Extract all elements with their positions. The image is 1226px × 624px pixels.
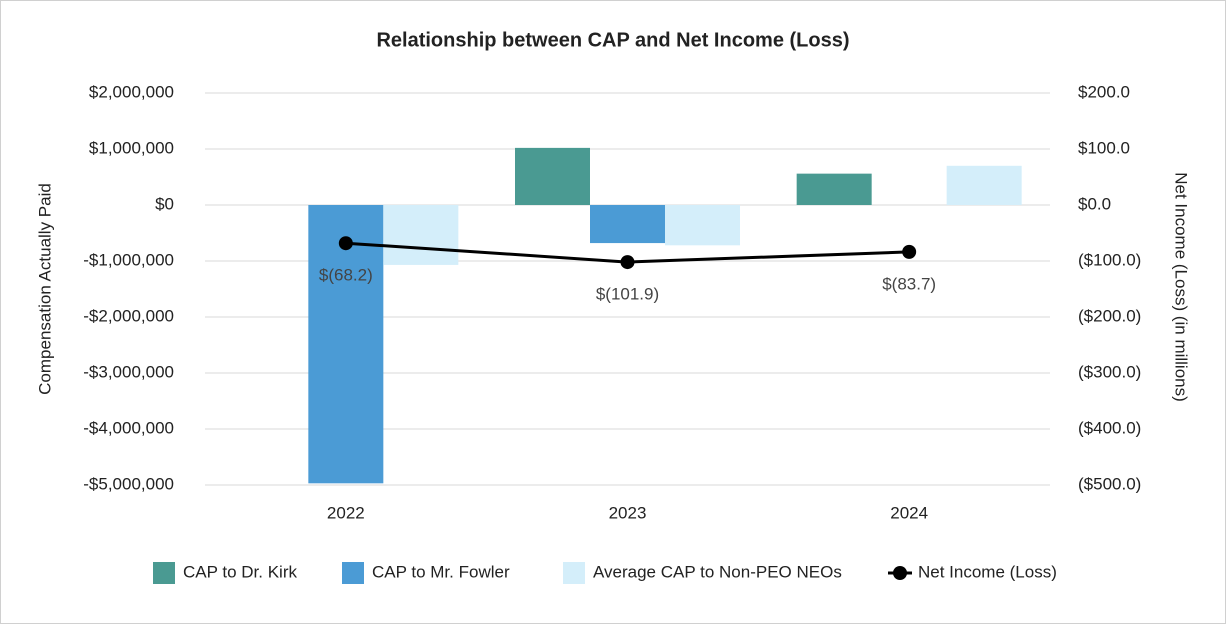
y-tick-label: $2,000,000 (89, 82, 174, 101)
data-label: $(83.7) (882, 274, 936, 293)
y2-tick-label: $200.0 (1078, 82, 1130, 101)
y-tick-label: $0 (155, 194, 174, 213)
data-label: $(101.9) (596, 285, 659, 304)
bar (383, 205, 459, 265)
y2-tick-label: ($300.0) (1078, 362, 1141, 381)
y-tick-label: $1,000,000 (89, 138, 174, 157)
y-axis-title: Compensation Actually Paid (35, 183, 54, 395)
bar (590, 205, 665, 244)
legend-label: CAP to Mr. Fowler (372, 562, 510, 581)
legend-label: CAP to Dr. Kirk (183, 562, 297, 581)
legend-swatch (342, 562, 364, 584)
x-tick-label: 2022 (327, 503, 365, 522)
y-tick-label: -$4,000,000 (83, 418, 174, 437)
legend-label: Average CAP to Non-PEO NEOs (593, 562, 842, 581)
x-tick-label: 2023 (609, 503, 647, 522)
y-tick-label: -$5,000,000 (83, 474, 174, 493)
y2-axis-title: Net Income (Loss) (in millions) (1172, 172, 1191, 402)
line-point (902, 244, 917, 259)
y2-tick-label: ($500.0) (1078, 474, 1141, 493)
y2-tick-label: ($400.0) (1078, 418, 1141, 437)
y-tick-label: -$1,000,000 (83, 250, 174, 269)
x-tick-label: 2024 (890, 503, 928, 522)
bar (946, 165, 1022, 205)
data-label: $(68.2) (319, 266, 373, 285)
chart-title: Relationship between CAP and Net Income … (376, 29, 849, 51)
legend-label: Net Income (Loss) (918, 562, 1057, 581)
line-point (620, 255, 635, 270)
y2-tick-label: ($100.0) (1078, 250, 1141, 269)
y2-tick-label: $100.0 (1078, 138, 1130, 157)
bar (308, 205, 384, 484)
bar (665, 205, 740, 246)
legend-swatch (893, 566, 907, 580)
legend-swatch (563, 562, 585, 584)
y-tick-label: -$3,000,000 (83, 362, 174, 381)
bar (796, 173, 872, 205)
y2-tick-label: $0.0 (1078, 194, 1111, 213)
legend-swatch (153, 562, 175, 584)
bar (515, 147, 590, 205)
y2-tick-label: ($200.0) (1078, 306, 1141, 325)
line-point (338, 236, 353, 251)
y-tick-label: -$2,000,000 (83, 306, 174, 325)
